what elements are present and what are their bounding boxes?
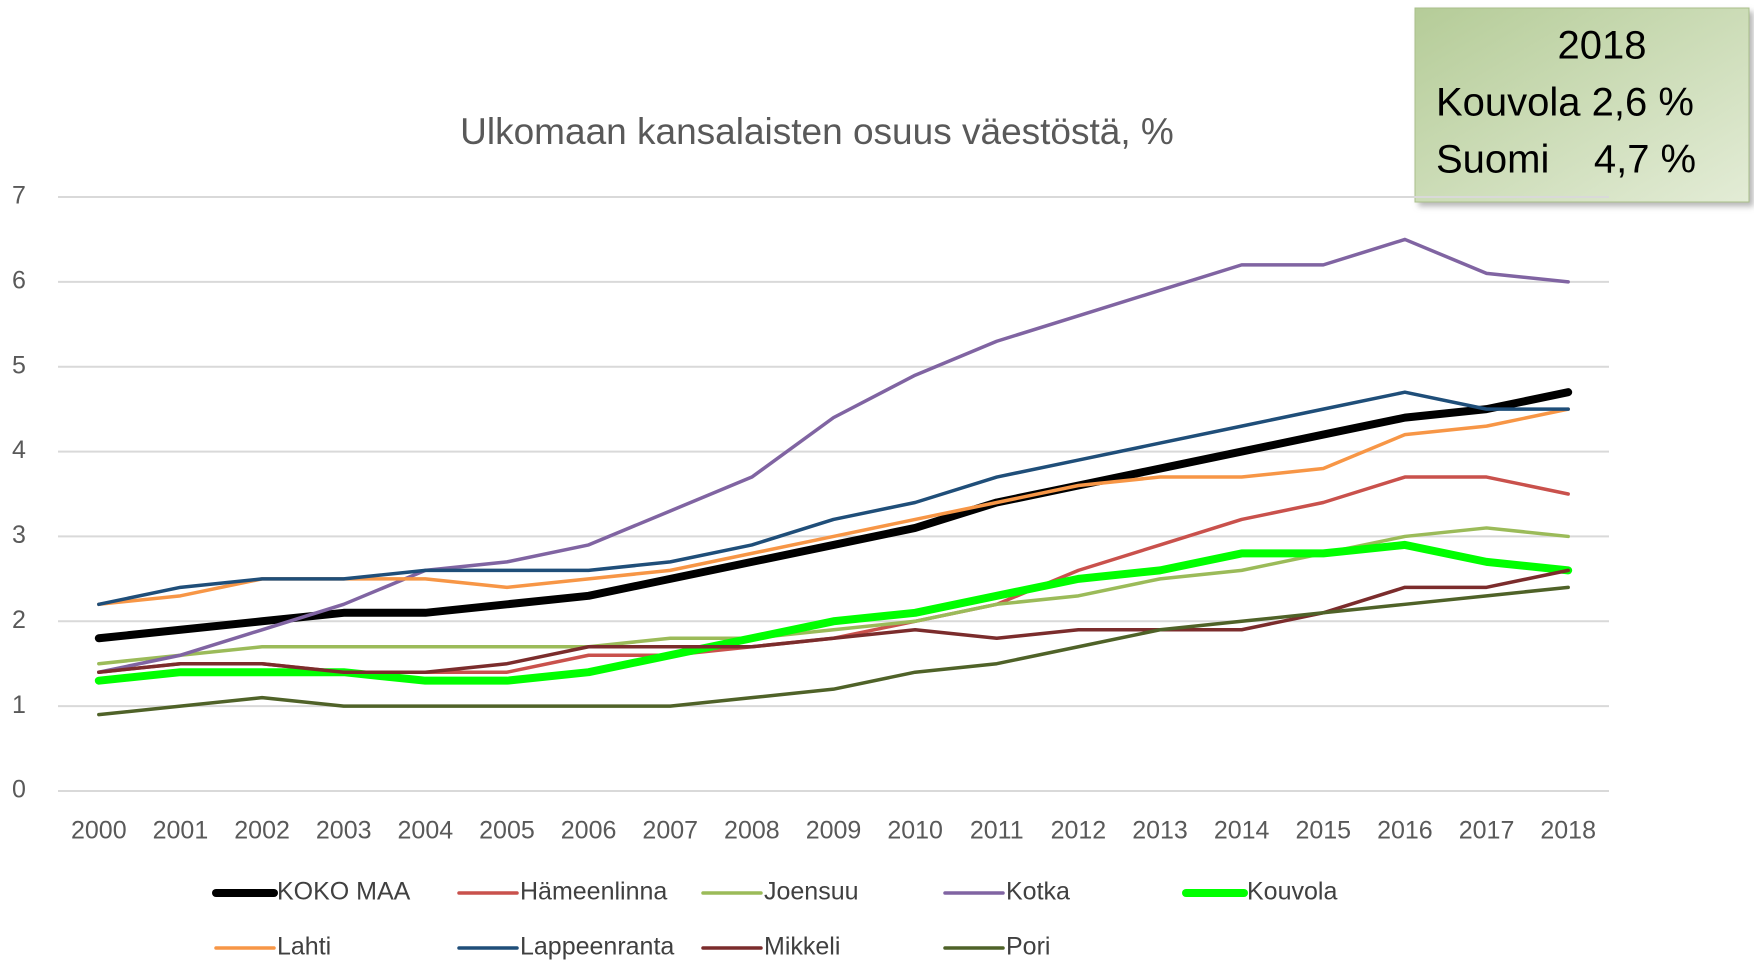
legend-label: Lappeenranta xyxy=(520,933,674,961)
legend-label: Lahti xyxy=(277,933,331,961)
series-line xyxy=(97,390,1570,607)
x-tick-label: 2016 xyxy=(1377,817,1433,845)
x-tick-label: 2004 xyxy=(398,817,454,845)
y-tick-label: 5 xyxy=(12,351,26,379)
series-line xyxy=(94,388,1573,643)
annotation-text: Kouvola 2,6 % xyxy=(1436,81,1694,125)
x-tick-label: 2003 xyxy=(316,817,372,845)
series-line xyxy=(97,475,1570,674)
series-line xyxy=(97,407,1570,607)
x-tick-label: 2012 xyxy=(1051,817,1107,845)
x-tick-label: 2001 xyxy=(153,817,209,845)
x-tick-label: 2005 xyxy=(479,817,535,845)
y-tick-label: 6 xyxy=(12,266,26,294)
legend-label: Pori xyxy=(1006,933,1050,961)
x-tick-label: 2006 xyxy=(561,817,617,845)
series-line xyxy=(97,237,1570,674)
annotation-box: 2018 Kouvola 2,6 % Suomi 4,7 % xyxy=(1414,7,1750,203)
x-tick-label: 2009 xyxy=(806,817,862,845)
legend-label: Mikkeli xyxy=(764,933,840,961)
y-tick-label: 1 xyxy=(12,691,26,719)
series-line xyxy=(97,585,1570,717)
chart-title: Ulkomaan kansalaisten osuus väestöstä, % xyxy=(460,111,1174,152)
annotation-text: 2018 xyxy=(1558,24,1647,68)
x-tick-label: 2017 xyxy=(1459,817,1515,845)
y-tick-label: 3 xyxy=(12,521,26,549)
y-tick-label: 2 xyxy=(12,606,26,634)
legend-label: Hämeenlinna xyxy=(520,878,667,906)
x-tick-label: 2000 xyxy=(71,817,127,845)
y-tick-label: 7 xyxy=(12,182,26,210)
annotation-text: Suomi 4,7 % xyxy=(1436,138,1696,182)
x-tick-label: 2013 xyxy=(1132,817,1188,845)
x-tick-label: 2014 xyxy=(1214,817,1270,845)
x-tick-label: 2018 xyxy=(1540,817,1596,845)
y-tick-label: 4 xyxy=(12,436,26,464)
legend-label: KOKO MAA xyxy=(277,878,411,906)
legend-label: Kouvola xyxy=(1247,878,1337,906)
x-tick-label: 2002 xyxy=(234,817,290,845)
x-tick-label: 2015 xyxy=(1295,817,1351,845)
legend-label: Kotka xyxy=(1006,878,1070,906)
x-tick-label: 2010 xyxy=(887,817,943,845)
x-tick-label: 2008 xyxy=(724,817,780,845)
legend-label: Joensuu xyxy=(764,878,859,906)
annotation-background xyxy=(1414,7,1750,203)
x-tick-label: 2007 xyxy=(642,817,698,845)
y-tick-label: 0 xyxy=(12,776,26,804)
x-tick-label: 2011 xyxy=(970,817,1024,845)
